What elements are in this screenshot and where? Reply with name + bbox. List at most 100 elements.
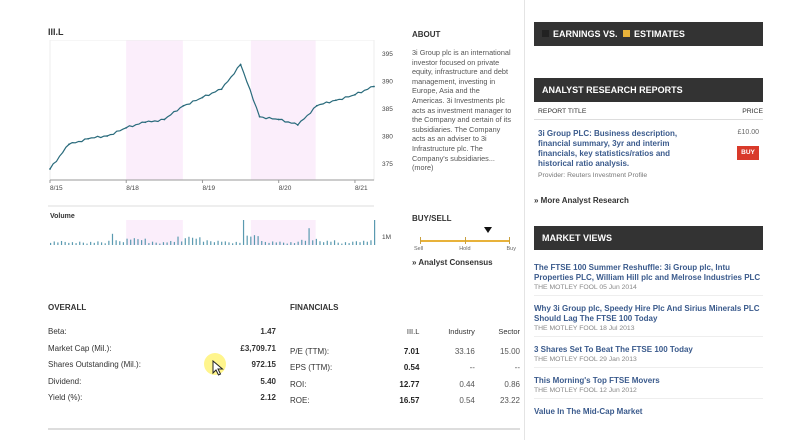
volume-bar (144, 238, 146, 245)
overall-row: Market Cap (Mil.): £3,709.71 (48, 344, 276, 361)
volume-bar (290, 242, 292, 245)
overall-label: Shares Outstanding (Mil.): (48, 360, 141, 369)
col-header-sector: Sector (498, 327, 520, 336)
market-view-link[interactable]: Value In The Mid-Cap Market (534, 407, 643, 416)
volume-bar (344, 242, 347, 245)
session-band (126, 40, 183, 180)
volume-bar (319, 241, 321, 245)
market-view-link[interactable]: 3 Shares Set To Beat The FTSE 100 Today (534, 345, 693, 354)
table-row: ROE: 16.57 0.54 23.22 (290, 393, 520, 410)
volume-bar (366, 241, 368, 245)
item-divider (534, 295, 763, 296)
about-text: 3i Group plc is an international investo… (412, 48, 512, 173)
company-value: 12.77 (399, 379, 420, 389)
estimates-square-icon (623, 30, 631, 38)
financials-table: III.L Industry Sector P/E (TTM): 7.01 33.1… (290, 327, 520, 409)
volume-bar (246, 235, 248, 245)
volume-bar (286, 243, 288, 245)
overall-label: Beta: (48, 327, 67, 336)
company-value: 16.57 (399, 396, 420, 406)
volume-bar (293, 243, 296, 245)
volume-bar (184, 238, 186, 245)
volume-bar (348, 243, 350, 245)
row-label: ROE: (290, 396, 310, 406)
volume-bar (108, 240, 110, 245)
col-header-label (290, 327, 378, 343)
market-view-link[interactable]: Why 3i Group plc, Speedy Hire Plc And Si… (534, 304, 760, 323)
volume-bar (221, 241, 223, 245)
row-label: EPS (TTM): (290, 363, 333, 373)
ticker-symbol: III.L (48, 27, 64, 37)
volume-bar (264, 241, 266, 245)
price-chart-svg[interactable]: 395 390 385 380 375 8/15 8/18 8/19 8/20 8/21 Volum… (48, 40, 396, 245)
report-price: £10.00 (737, 129, 759, 136)
market-view-source: THE MOTLEY FOOL 18 Jul 2013 (534, 325, 635, 332)
volume-bar (308, 228, 310, 245)
buy-sell-heading: BUY/SELL (412, 214, 452, 223)
item-divider (534, 367, 763, 368)
col-header-company: III.L (406, 327, 420, 336)
list-item: Why 3i Group plc, Speedy Hire Plc And Si… (534, 304, 763, 337)
volume-bar (122, 242, 125, 245)
volume-bar (250, 236, 252, 245)
volume-bar (257, 236, 259, 245)
market-view-link[interactable]: The FTSE 100 Summer Reshuffle: 3i Group … (534, 263, 761, 282)
mouse-pointer-icon (212, 360, 224, 376)
overall-heading: OVERALL (48, 303, 87, 312)
industry-value: -- (469, 363, 475, 373)
buy-sell-gauge (420, 227, 510, 244)
research-columns: REPORT TITLE PRICE (534, 103, 763, 115)
right-sidebar: EARNINGS VS. ESTIMATES ANALYST RESEARCH … (534, 0, 764, 440)
research-report-item: 3i Group PLC: Business description, fina… (534, 129, 763, 179)
volume-bar (301, 239, 303, 245)
market-view-source: THE MOTLEY FOOL 05 Jun 2014 (534, 284, 637, 291)
volume-bar (268, 242, 270, 245)
buy-report-button[interactable]: BUY (737, 146, 759, 160)
row-label: P/E (TTM): (290, 346, 330, 356)
volume-bar (224, 241, 226, 245)
gauge-tick-buy (509, 237, 510, 244)
volume-bar (60, 240, 63, 245)
price-chart[interactable]: 395 390 385 380 375 8/15 8/18 8/19 8/20 8/21 Volum… (48, 40, 396, 245)
overall-label: Market Cap (Mil.): (48, 343, 112, 353)
volume-bar (170, 240, 172, 245)
volume-bar (100, 242, 103, 245)
volume-bar (337, 242, 339, 245)
volume-bar (151, 241, 154, 245)
gauge-tick-sell (420, 237, 421, 244)
report-title-link[interactable]: 3i Group PLC: Business description, fina… (538, 129, 678, 168)
about-more-link[interactable]: (more) (412, 163, 434, 173)
more-analyst-research-link[interactable]: » More Analyst Research (534, 196, 629, 205)
gauge-tick-hold (465, 237, 466, 244)
volume-bar (86, 243, 88, 245)
market-views-list: The FTSE 100 Summer Reshuffle: 3i Group … (534, 263, 763, 425)
volume-bar (199, 237, 201, 245)
analyst-consensus-link[interactable]: » Analyst Consensus (412, 258, 493, 267)
x-tick-label: 8/20 (279, 185, 292, 192)
volume-bar (275, 242, 277, 245)
volume-bar (162, 242, 165, 245)
earnings-vs-estimates-header[interactable]: EARNINGS VS. ESTIMATES (534, 22, 763, 46)
earnings-square-icon (542, 30, 549, 38)
overall-label: Dividend: (48, 376, 82, 386)
market-view-link[interactable]: This Morning's Top FTSE Movers (534, 376, 660, 385)
overall-row: Yield (%): 2.12 (48, 393, 276, 410)
estimates-label: ESTIMATES (634, 29, 685, 39)
col-header-industry: Industry (448, 327, 475, 336)
volume-bar (177, 236, 179, 245)
volume-bar (141, 240, 143, 245)
y-tick-label: 375 (382, 161, 393, 168)
volume-bar (206, 240, 208, 245)
research-rule (534, 119, 763, 120)
volume-bar (119, 241, 121, 245)
analyst-research-section: REPORT TITLE PRICE 3i Group PLC: Busines… (534, 103, 763, 179)
volume-bar (130, 239, 132, 245)
list-item: 3 Shares Set To Beat The FTSE 100 Today … (534, 345, 763, 368)
volume-bar (90, 241, 92, 245)
financials-section: FINANCIALS III.L Industry Sector P/E (TT… (290, 303, 520, 409)
volume-bar (57, 242, 59, 245)
volume-bar (148, 243, 150, 245)
volume-bar (137, 239, 139, 245)
volume-bar (191, 237, 194, 245)
table-row: ROI: 12.77 0.44 0.86 (290, 376, 520, 393)
